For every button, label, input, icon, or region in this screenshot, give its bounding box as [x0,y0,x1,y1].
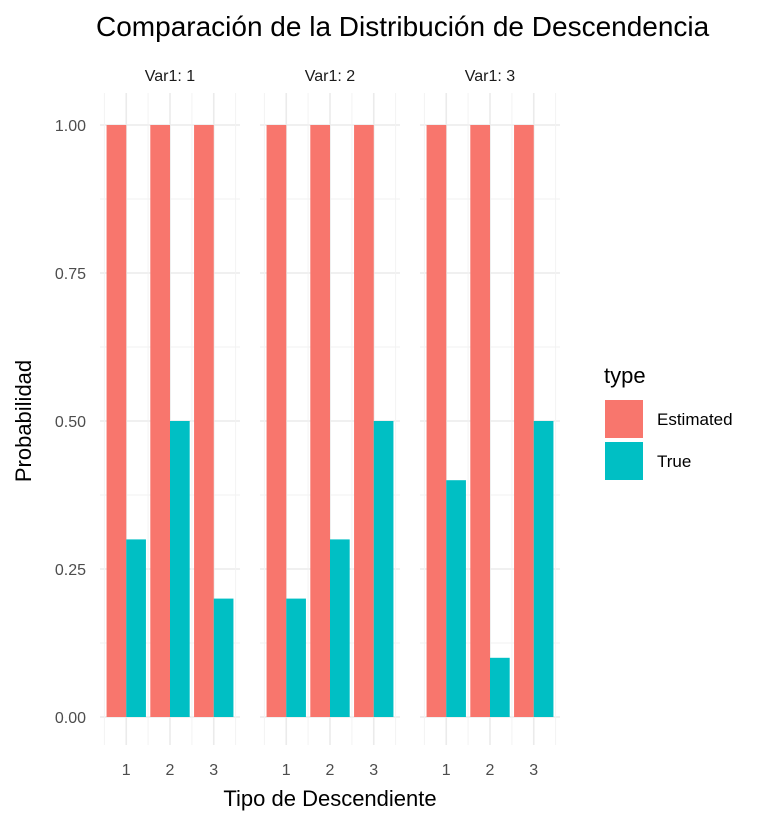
y-tick-label: 0.75 [55,266,86,283]
y-tick-label: 1.00 [55,118,86,135]
facet-panel: Var1: 3 1 2 3 [420,68,560,779]
bar-estimated-2 [150,125,170,717]
x-tick-label: 2 [326,762,335,779]
bar-true-2 [330,539,350,717]
bar-true-1 [446,480,466,717]
legend-label: Estimated [657,410,733,429]
facet-panel: Var1: 1 1 2 3 [100,68,240,779]
legend-title: type [604,363,646,388]
bar-estimated-1 [266,125,287,717]
x-tick-label: 2 [166,762,175,779]
bar-true-3 [533,421,554,717]
legend: type Estimated True [604,363,733,480]
facet-panel: Var1: 2 1 2 3 [260,68,400,779]
x-tick-label: 3 [369,762,378,779]
y-tick-label: 0.00 [55,710,86,727]
chart-title: Comparación de la Distribución de Descen… [96,11,710,42]
facet-strip-label: Var1: 2 [305,68,356,85]
x-tick-label: 3 [209,762,218,779]
bar-true-3 [213,598,234,717]
y-tick-label: 0.25 [55,562,86,579]
bar-estimated-1 [106,125,127,717]
bar-true-2 [490,657,510,717]
x-tick-label: 1 [442,762,451,779]
bar-estimated-2 [470,125,490,717]
x-tick-label: 1 [122,762,131,779]
x-tick-label: 3 [529,762,538,779]
bar-true-1 [126,539,146,717]
bar-estimated-3 [514,125,534,717]
y-tick-label: 0.50 [55,414,86,431]
bar-estimated-2 [310,125,330,717]
bar-true-3 [373,421,394,717]
bar-true-1 [286,598,306,717]
y-axis-title: Probabilidad [11,360,36,482]
legend-key-true [605,442,643,480]
bar-true-2 [170,421,190,717]
bar-estimated-3 [354,125,374,717]
facet-panels: Var1: 1 1 2 3 Var1: 2 1 2 3 Var1: 3 1 2 3 [100,68,560,779]
bar-estimated-3 [194,125,214,717]
bar-estimated-1 [426,125,447,717]
x-tick-label: 1 [282,762,291,779]
x-tick-label: 2 [486,762,495,779]
facet-strip-label: Var1: 1 [145,68,196,85]
legend-key-estimated [605,400,643,438]
x-axis-title: Tipo de Descendiente [223,786,436,811]
facet-strip-label: Var1: 3 [465,68,516,85]
y-axis: 0.00 0.25 0.50 0.75 1.00 [55,118,86,727]
legend-label: True [657,452,691,471]
